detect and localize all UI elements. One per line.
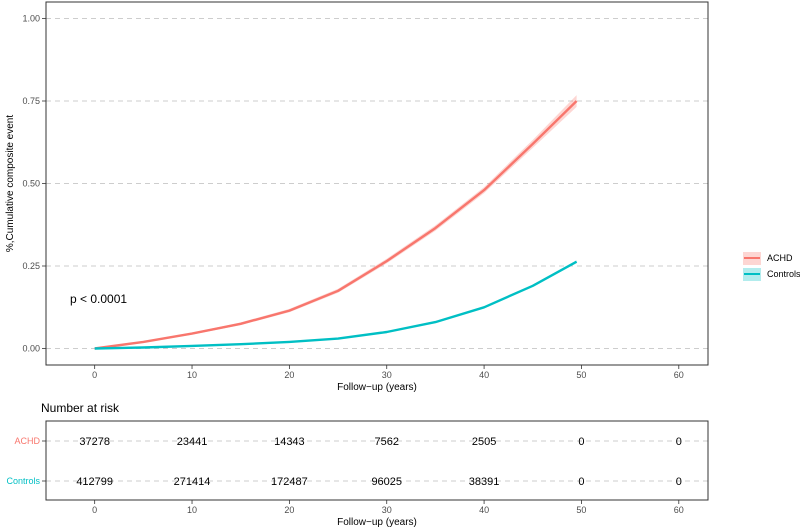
risk-value-achd-20: 14343 [274, 436, 305, 448]
risk-value-achd-10: 23441 [177, 436, 208, 448]
y-tick-label-1.00: 1.00 [22, 14, 40, 24]
x-tick-label-30: 30 [382, 370, 392, 380]
plot-panel-border [45, 1, 709, 366]
risk-x-tick-label-40: 40 [479, 505, 489, 515]
p-value-annotation: p < 0.0001 [70, 292, 127, 306]
y-axis-title: %,Cumulative composite event [5, 115, 16, 253]
x-tick-label-10: 10 [187, 370, 197, 380]
x-axis-title: Follow−up (years) [337, 382, 417, 393]
x-tick-label-50: 50 [576, 370, 586, 380]
risk-x-tick-label-60: 60 [674, 505, 684, 515]
y-tick-label-0.25: 0.25 [22, 261, 40, 271]
risk-panel-border [45, 420, 709, 501]
risk-value-controls-30: 96025 [371, 476, 402, 488]
risk-table-title: Number at risk [41, 401, 120, 415]
legend-label-controls: Controls [767, 269, 800, 279]
risk-row-label-controls: Controls [6, 476, 40, 486]
risk-x-tick-label-20: 20 [284, 505, 294, 515]
ci-band-achd [94, 95, 577, 349]
x-tick-label-0: 0 [92, 370, 97, 380]
risk-value-achd-30: 7562 [374, 436, 398, 448]
risk-x-tick-label-50: 50 [576, 505, 586, 515]
risk-value-achd-50: 0 [578, 436, 584, 448]
x-tick-label-20: 20 [284, 370, 294, 380]
x-tick-label-40: 40 [479, 370, 489, 380]
risk-row-label-achd: ACHD [14, 436, 40, 446]
y-tick-label-0.50: 0.50 [22, 179, 40, 189]
risk-value-achd-40: 2505 [472, 436, 496, 448]
risk-value-achd-60: 0 [676, 436, 682, 448]
risk-value-controls-20: 172487 [271, 476, 308, 488]
x-tick-label-60: 60 [674, 370, 684, 380]
y-tick-label-0.75: 0.75 [22, 96, 40, 106]
ci-band-controls [94, 260, 577, 349]
risk-x-tick-label-10: 10 [187, 505, 197, 515]
legend-label-achd: ACHD [767, 253, 793, 263]
line-controls [94, 260, 578, 350]
y-tick-label-0.00: 0.00 [22, 344, 40, 354]
risk-value-achd-0: 37278 [79, 436, 110, 448]
risk-x-tick-label-0: 0 [92, 505, 97, 515]
risk-value-controls-40: 38391 [469, 476, 500, 488]
risk-value-controls-0: 412799 [76, 476, 113, 488]
risk-x-tick-label-30: 30 [382, 505, 392, 515]
risk-value-controls-60: 0 [676, 476, 682, 488]
risk-value-controls-50: 0 [578, 476, 584, 488]
risk-x-axis-title: Follow−up (years) [337, 517, 417, 528]
risk-value-controls-10: 271414 [174, 476, 211, 488]
line-achd [94, 100, 578, 350]
